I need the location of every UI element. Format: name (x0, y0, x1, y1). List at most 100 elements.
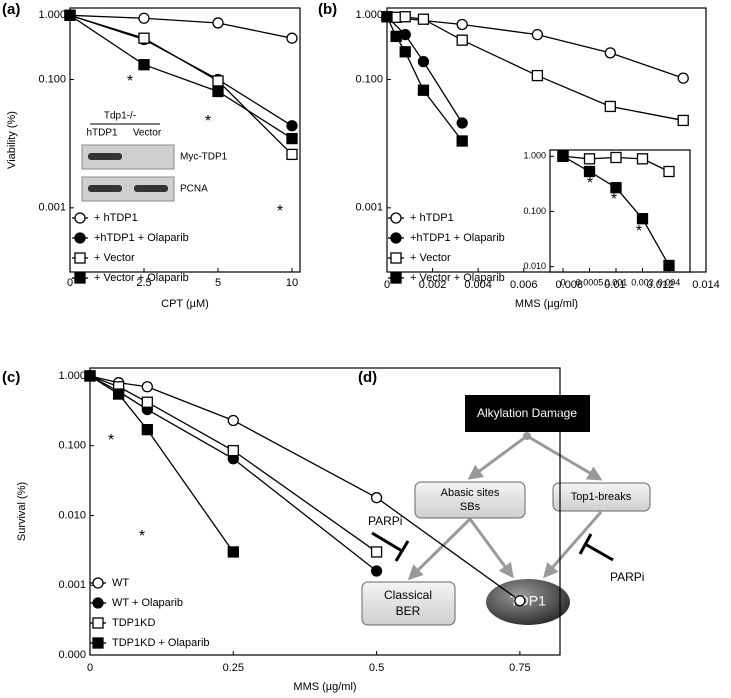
y-tick-label: 0.010 (58, 509, 86, 521)
marker (92, 637, 104, 649)
marker (286, 132, 298, 145)
marker (138, 59, 150, 71)
x-tick-label: 0.5 (369, 662, 384, 674)
marker (286, 120, 298, 132)
chart: 0 0.25 0.5 0.75 1.000 0.100 0.010 0.001 0.000 WT W… (2, 367, 561, 693)
node (414, 481, 526, 519)
band-label: Myc-TDP1 (180, 152, 228, 163)
x-axis-label: MMS (µg/ml) (515, 298, 578, 310)
marker (604, 100, 616, 113)
series-line (69, 14, 293, 140)
y-tick-label: 0.100 (355, 73, 383, 85)
x-tick-label: 5 (215, 277, 221, 289)
marker (610, 151, 622, 164)
y-tick-label: 0.000 (58, 649, 86, 661)
chart: 0 0.002 0.004 0.006 0.008 0.01 0.012 0.014 1.000… (318, 1, 720, 310)
node-label: Top1-breaks (571, 491, 632, 503)
x-tick-label: 0.008 (556, 279, 584, 291)
marker (610, 182, 622, 194)
annotation: * (587, 175, 593, 192)
marker (677, 114, 689, 127)
marker (138, 32, 150, 44)
x-tick-label: 0.004 (658, 277, 681, 287)
y-tick-label: 0.100 (58, 440, 86, 452)
annotation: * (636, 223, 642, 240)
panel-label: (a) (2, 1, 20, 18)
marker (514, 595, 526, 607)
marker (604, 47, 616, 59)
marker (390, 232, 402, 244)
annotation: * (611, 191, 617, 208)
diagram: (d) PARPi PARPi Alkylation Damage Abasic… (358, 369, 651, 626)
branch-dot (523, 432, 531, 440)
marker (636, 153, 649, 165)
chart: 0 0.0005 0.001 0.002 0.004 1.000 0.100 0.010 * * * (523, 149, 691, 287)
node-label: SBs (460, 501, 481, 513)
x-axis-label: MMS (µg/ml) (293, 681, 356, 693)
marker (138, 12, 150, 24)
y-tick-label: 1.000 (523, 151, 546, 161)
annotation: * (277, 203, 283, 220)
legend-label: +hTDP1 + Olaparib (410, 232, 505, 244)
marker (417, 55, 430, 68)
marker (583, 153, 596, 165)
x-tick-label: 0.014 (692, 279, 720, 291)
band (88, 185, 122, 192)
marker (84, 370, 96, 382)
y-tick-label: 0.001 (58, 579, 86, 591)
legend-label: + Vector (410, 252, 451, 264)
legend-label: + Vector + Olaparib (410, 272, 505, 284)
y-tick-label: 1.000 (58, 370, 86, 382)
blot-header: Tdp1-/- (104, 111, 136, 122)
inhibitors (371, 531, 614, 562)
legend-label: +hTDP1 + Olaparib (94, 232, 189, 244)
inhibitor-label: PARPi (368, 514, 402, 528)
x-axis-label: CPT (µM) (161, 298, 209, 310)
x-tick-label: 2.5 (136, 277, 151, 289)
y-tick-label: 1.000 (38, 9, 66, 21)
x-tick-label: 0.012 (647, 279, 675, 291)
x-tick-label: 0.002 (419, 279, 447, 291)
y-tick-label: 0.100 (523, 206, 546, 216)
marker (417, 13, 430, 25)
x-tick-label: 0 (67, 277, 73, 289)
x-tick-label: 0.25 (223, 662, 244, 674)
panel-label: (c) (2, 369, 20, 386)
annotation: * (205, 113, 211, 130)
marker (212, 75, 224, 87)
panel-label: (d) (358, 369, 377, 386)
band-label: PCNA (180, 184, 208, 195)
marker (456, 117, 468, 129)
marker (456, 135, 468, 147)
marker (286, 32, 298, 44)
x-tick-label: 0.01 (604, 279, 625, 291)
node-label: Classical (384, 588, 432, 602)
y-axis-label: Viability (%) (6, 111, 18, 169)
marker (92, 577, 104, 589)
node-label: BER (396, 604, 421, 618)
marker (381, 11, 393, 23)
marker (227, 444, 239, 457)
marker (141, 396, 153, 408)
series-line (89, 375, 234, 553)
node (486, 579, 570, 625)
plot-frame (386, 7, 707, 273)
marker (212, 17, 224, 29)
legend-label: + Vector + Olaparib (94, 272, 189, 284)
marker (390, 30, 402, 43)
x-tick-label: 0.004 (464, 279, 492, 291)
y-tick-label: 0.001 (38, 202, 66, 214)
y-axis-label: Survival (%) (16, 482, 28, 541)
marker (370, 565, 383, 577)
series-line (386, 16, 684, 79)
marker (390, 212, 402, 224)
legend-label: TDP1KD + Olaparib (112, 637, 210, 649)
marker (390, 252, 402, 264)
x-tick-label: 0 (560, 277, 565, 287)
plot-frame (89, 367, 561, 656)
y-tick-label: 0.001 (355, 202, 383, 214)
marker (677, 72, 689, 84)
series-line (386, 16, 463, 124)
panel-label: (b) (318, 1, 337, 18)
